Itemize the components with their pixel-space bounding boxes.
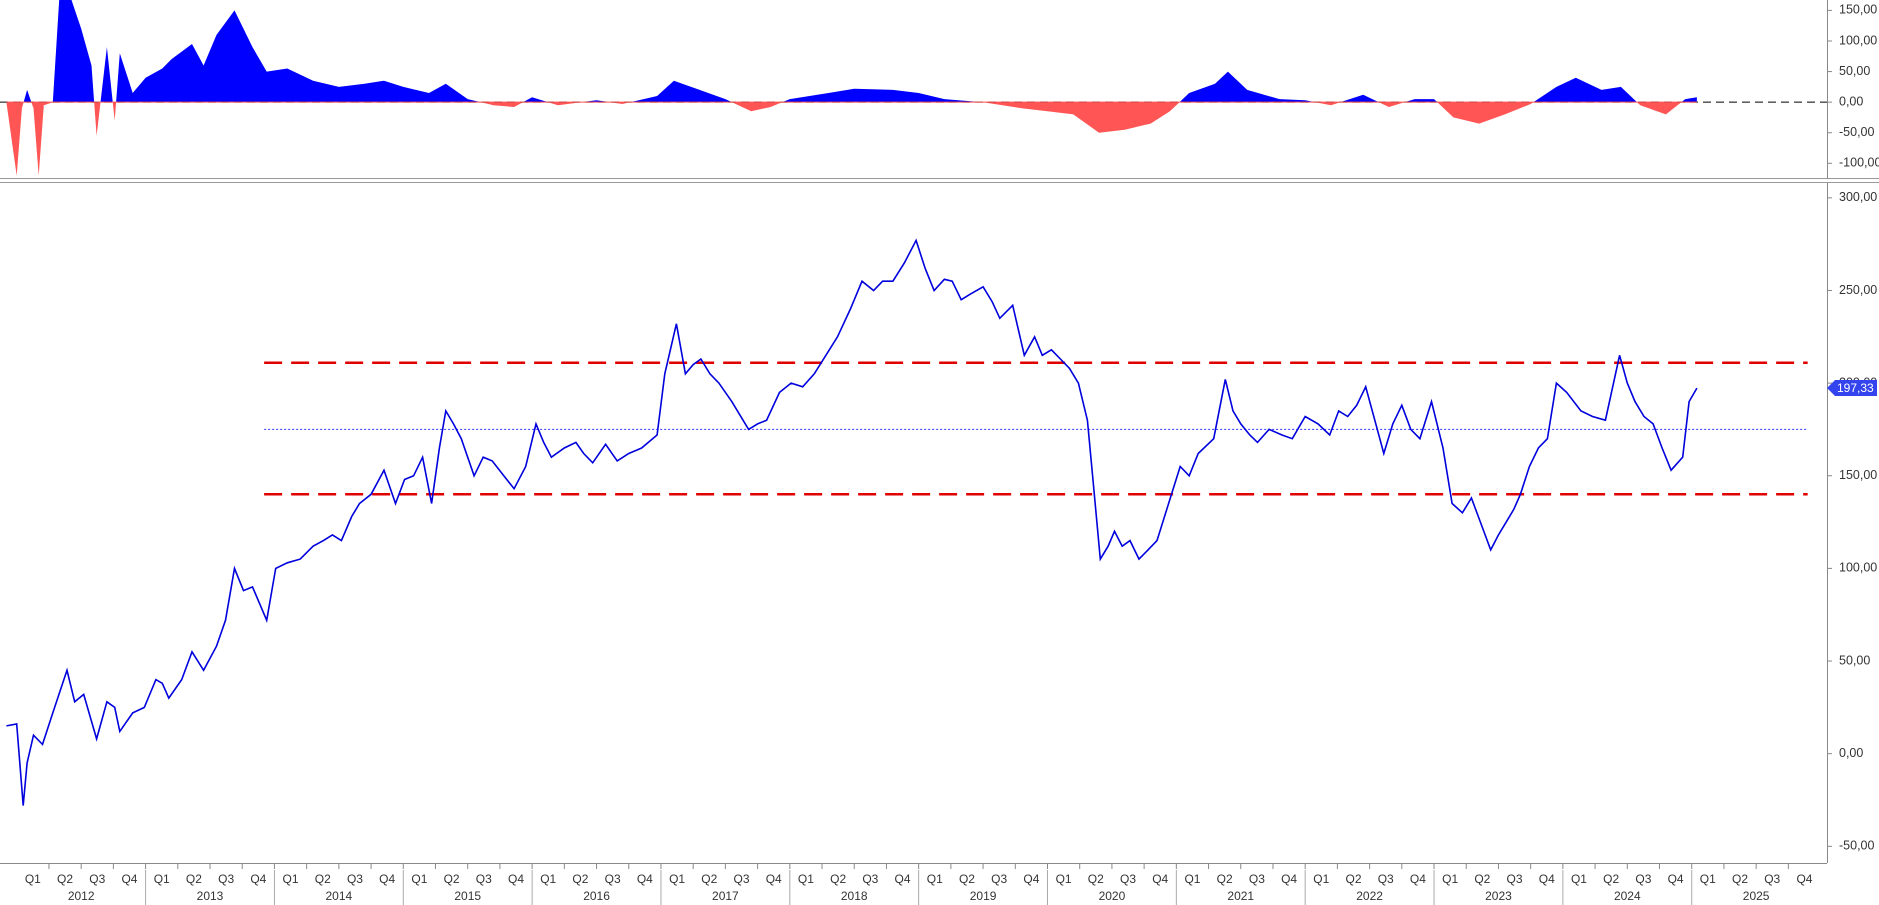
x-tick-label: Q2 — [1474, 872, 1490, 886]
x-tick-label: Q3 — [347, 872, 363, 886]
x-tick-label: Q3 — [733, 872, 749, 886]
x-tick-label: Q4 — [1410, 872, 1426, 886]
x-tick-label: Q4 — [508, 872, 524, 886]
x-tick-label: Q3 — [1378, 872, 1394, 886]
x-tick-label: Q4 — [250, 872, 266, 886]
year-label: 2017 — [712, 889, 739, 903]
x-tick-label: Q2 — [1088, 872, 1104, 886]
x-tick-label: Q1 — [669, 872, 685, 886]
x-tick-label: Q2 — [830, 872, 846, 886]
x-tick-label: Q3 — [1635, 872, 1651, 886]
x-tick-label: Q3 — [1249, 872, 1265, 886]
x-tick-label: Q3 — [862, 872, 878, 886]
x-tick-label: Q1 — [154, 872, 170, 886]
x-tick-label: Q2 — [57, 872, 73, 886]
x-tick-label: Q3 — [89, 872, 105, 886]
x-tick-label: Q1 — [540, 872, 556, 886]
x-tick-label: Q4 — [1539, 872, 1555, 886]
plot — [6, 238, 1808, 806]
y-tick-label: 0,00 — [1839, 746, 1863, 760]
x-tick-label: Q4 — [637, 872, 653, 886]
x-tick-label: Q1 — [1313, 872, 1329, 886]
positive-area — [6, 0, 1697, 103]
year-label: 2014 — [326, 889, 353, 903]
x-tick-label: Q2 — [1603, 872, 1619, 886]
x-tick-label: Q4 — [1023, 872, 1039, 886]
x-tick-label: Q1 — [1700, 872, 1716, 886]
x-tick-label: Q3 — [218, 872, 234, 886]
x-tick-label: Q2 — [572, 872, 588, 886]
x-tick-label: Q1 — [25, 872, 41, 886]
x-tick-label: Q4 — [895, 872, 911, 886]
last-value-label: 197,33 — [1837, 381, 1874, 395]
x-tick-label: Q3 — [476, 872, 492, 886]
year-label: 2021 — [1227, 889, 1254, 903]
x-tick-label: Q1 — [1056, 872, 1072, 886]
year-label: 2025 — [1743, 889, 1770, 903]
negative-area — [6, 102, 1682, 176]
y-tick-label: 0,00 — [1839, 94, 1863, 108]
x-tick-label: Q3 — [1507, 872, 1523, 886]
price-line — [6, 238, 1698, 806]
x-tick-label: Q4 — [379, 872, 395, 886]
x-tick-label: Q4 — [121, 872, 137, 886]
x-tick-label: Q1 — [1184, 872, 1200, 886]
year-label: 2024 — [1614, 889, 1641, 903]
x-tick-label: Q2 — [444, 872, 460, 886]
x-tick-label: Q2 — [1732, 872, 1748, 886]
year-label: 2023 — [1485, 889, 1512, 903]
x-tick-label: Q4 — [1281, 872, 1297, 886]
y-tick-label: -50,00 — [1839, 839, 1874, 853]
x-tick-label: Q2 — [701, 872, 717, 886]
y-tick-label: 50,00 — [1839, 653, 1870, 667]
x-tick-label: Q1 — [798, 872, 814, 886]
y-tick-label: -100,00 — [1839, 156, 1879, 170]
x-tick-label: Q3 — [1764, 872, 1780, 886]
plot — [0, 0, 1827, 176]
year-label: 2012 — [68, 889, 95, 903]
y-tick-label: -50,00 — [1839, 125, 1874, 139]
x-tick-label: Q4 — [1152, 872, 1168, 886]
x-tick-label: Q1 — [283, 872, 299, 886]
year-label: 2022 — [1356, 889, 1383, 903]
y-tick-label: 250,00 — [1839, 283, 1877, 297]
year-label: 2013 — [197, 889, 224, 903]
x-tick-label: Q4 — [1796, 872, 1812, 886]
y-tick-label: 150,00 — [1839, 468, 1877, 482]
y-tick-label: 300,00 — [1839, 190, 1877, 204]
last-value-tag — [1827, 380, 1877, 397]
year-label: 2018 — [841, 889, 868, 903]
x-tick-label: Q3 — [605, 872, 621, 886]
x-tick-label: Q2 — [959, 872, 975, 886]
x-tick-label: Q3 — [1120, 872, 1136, 886]
year-label: 2019 — [970, 889, 997, 903]
x-tick-label: Q2 — [1217, 872, 1233, 886]
x-tick-label: Q2 — [315, 872, 331, 886]
x-tick-label: Q1 — [927, 872, 943, 886]
y-tick-label: 100,00 — [1839, 561, 1877, 575]
x-tick-label: Q3 — [991, 872, 1007, 886]
x-tick-label: Q1 — [411, 872, 427, 886]
x-tick-label: Q4 — [1668, 872, 1684, 886]
year-label: 2015 — [454, 889, 481, 903]
year-label: 2016 — [583, 889, 610, 903]
x-tick-label: Q1 — [1442, 872, 1458, 886]
x-tick-label: Q1 — [1571, 872, 1587, 886]
y-tick-label: 150,00 — [1839, 3, 1877, 17]
year-label: 2020 — [1099, 889, 1126, 903]
x-tick-label: Q2 — [186, 872, 202, 886]
y-tick-label: 100,00 — [1839, 33, 1877, 47]
y-tick-label: 50,00 — [1839, 64, 1870, 78]
x-tick-label: Q4 — [766, 872, 782, 886]
x-tick-label: Q2 — [1345, 872, 1361, 886]
